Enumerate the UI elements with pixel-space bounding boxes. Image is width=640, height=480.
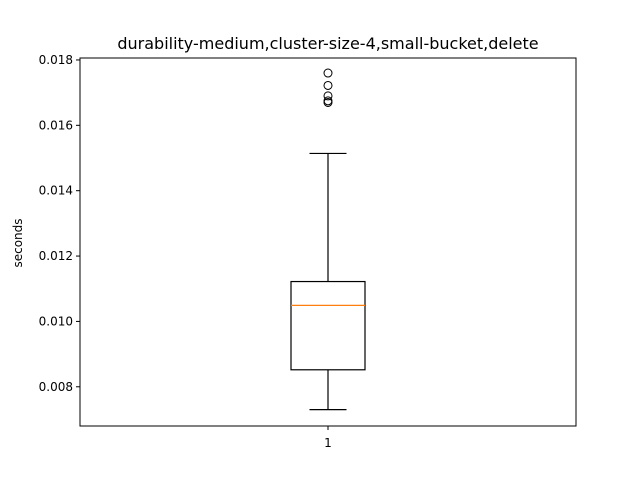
plot-area: 0.008 0.010 0.012 0.014 0.016 0.018 1 bbox=[39, 53, 366, 450]
outlier-point bbox=[323, 68, 333, 78]
y-tick-label: 0.016 bbox=[39, 118, 73, 132]
iqr-box bbox=[290, 280, 366, 371]
y-tick-label: 0.008 bbox=[39, 380, 73, 394]
outlier-point bbox=[323, 80, 333, 90]
y-tick-label: 0.014 bbox=[39, 184, 73, 198]
y-tick-label: 0.010 bbox=[39, 314, 73, 328]
chart-title: durability-medium,cluster-size-4,small-b… bbox=[117, 34, 538, 53]
outlier-point bbox=[323, 91, 333, 101]
x-tick-label: 1 bbox=[324, 436, 332, 450]
axes-frame bbox=[79, 57, 577, 427]
y-tick-label: 0.012 bbox=[39, 249, 73, 263]
y-axis-label: seconds bbox=[11, 218, 25, 267]
outlier-point bbox=[323, 97, 333, 107]
y-tick-label: 0.018 bbox=[39, 53, 73, 67]
